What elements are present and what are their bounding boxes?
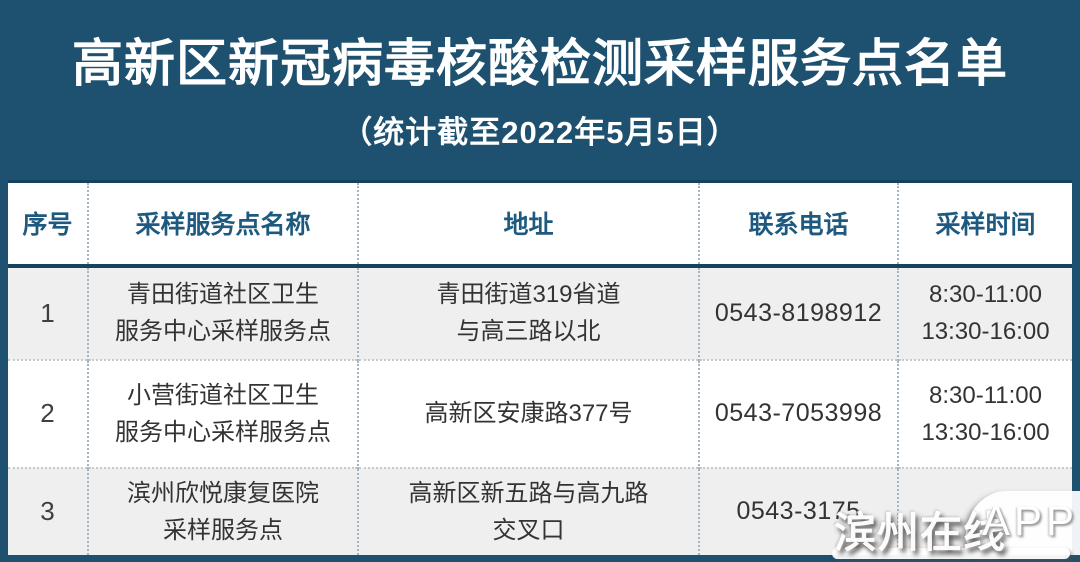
cell-serial: 3 [8,466,88,555]
col-header-address: 地址 [357,181,699,268]
watermark-underline [832,548,1070,559]
name-line: 采样服务点 [163,516,283,544]
page-title: 高新区新冠病毒核酸检测采样服务点名单 [71,35,1008,93]
banner: 高新区新冠病毒核酸检测采样服务点名单 （统计截至2022年5月5日） [0,0,1080,180]
col-header-name: 采样服务点名称 [87,181,358,268]
table-row: 2 小营街道社区卫生 服务中心采样服务点 高新区安康路377号 0543-705… [8,358,1072,468]
name-line: 滨州欣悦康复医院 [127,479,319,507]
address-line: 高新区新五路与高九路 [408,479,649,507]
sampling-points-table-wrap: 序号 采样服务点名称 地址 联系电话 采样时间 1 青田街道社区卫生 服务中心采… [8,180,1072,555]
cell-time: 8:30-11:00 13:30-16:00 [897,265,1072,360]
table-row: 3 滨州欣悦康复医院 采样服务点 高新区新五路与高九路 交叉口 0543-317… [8,466,1072,555]
cell-address: 青田街道319省道 与高三路以北 [357,265,699,360]
address-line: 交叉口 [492,516,565,544]
cell-phone: 0543-8198912 [698,265,898,360]
cell-serial: 1 [40,297,55,328]
cell-address: 高新区安康路377号 [357,358,699,468]
time-line: 8:30-11:00 [929,281,1042,309]
name-line: 服务中心采样服务点 [115,318,331,346]
name-line: 小营街道社区卫生 [127,381,319,409]
cell-serial: 2 [8,358,88,468]
watermark-text: 滨州在线 [834,509,1007,556]
name-line: 青田街道社区卫生 [127,281,319,309]
cell-name: 青田街道社区卫生 服务中心采样服务点 [87,265,358,360]
cell-address: 高新区新五路与高九路 交叉口 [357,466,699,555]
time-line: 8:30-11:00 [929,381,1042,409]
time-line: 13:30-16:00 [921,318,1050,346]
cell-phone: 0543-7053998 [698,358,898,468]
watermark: 滨州在线 APP [822,479,1080,561]
address-line: 与高三路以北 [456,318,601,346]
cell-name: 小营街道社区卫生 服务中心采样服务点 [87,358,358,468]
col-header-serial: 序号 [8,181,88,268]
watermark-app-label: APP [981,497,1078,544]
sampling-points-table: 序号 采样服务点名称 地址 联系电话 采样时间 1 青田街道社区卫生 服务中心采… [8,180,1072,555]
address-line: 青田街道319省道 [436,281,621,309]
col-header-time: 采样时间 [897,181,1072,268]
cell-time: 8:30-11:00 13:30-16:00 [897,358,1072,468]
col-header-phone: 联系电话 [698,181,898,268]
time-line: 13:30-16:00 [921,418,1050,446]
page-subtitle: （统计截至2022年5月5日） [341,114,739,150]
address-line: 高新区安康路377号 [424,400,633,428]
table-header-row: 序号 采样服务点名称 地址 联系电话 采样时间 [8,181,1072,268]
cell-phone: 0543-3175 [698,466,898,555]
table-row: 1 青田街道社区卫生 服务中心采样服务点 青田街道319省道 与高三路以北 05… [8,265,1072,360]
cell-name: 滨州欣悦康复医院 采样服务点 [87,466,358,555]
name-line: 服务中心采样服务点 [115,418,331,446]
